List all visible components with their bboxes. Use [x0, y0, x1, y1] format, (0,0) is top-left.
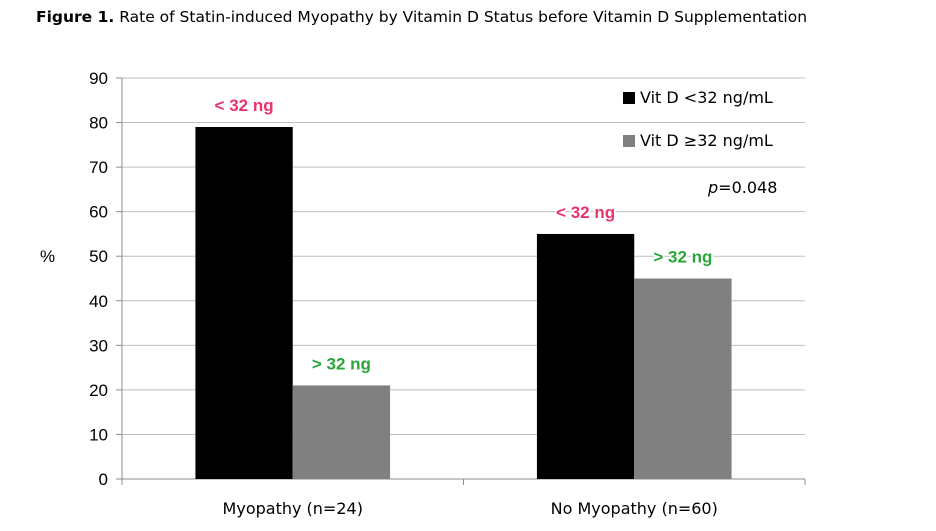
y-tick-label: 0 — [99, 470, 108, 489]
y-tick-label: 50 — [89, 247, 108, 266]
tick-labels: 0 10 20 30 40 50 60 70 80 90 Myopathy (n=24) No Myo… — [89, 69, 718, 518]
p-value-text: =0.048 — [718, 178, 777, 197]
bars — [195, 127, 732, 479]
x-category-label: No Myopathy (n=60) — [551, 499, 718, 518]
bar-annotations: < 32 ng > 32 ng < 32 ng > 32 ng — [213, 94, 714, 375]
bar-annotation: > 32 ng — [312, 354, 371, 373]
figure-label: Figure 1. — [36, 8, 115, 26]
y-tick-label: 40 — [89, 292, 108, 311]
legend-swatch — [623, 92, 635, 104]
chart-title: Figure 1. Rate of Statin-induced Myopath… — [36, 8, 916, 26]
bar — [292, 385, 391, 479]
x-category-label: Myopathy (n=24) — [223, 499, 363, 518]
y-tick-label: 20 — [89, 381, 108, 400]
figure-title-text: Rate of Statin-induced Myopathy by Vitam… — [119, 8, 808, 26]
legend-swatch — [623, 135, 635, 147]
bar-annotation: < 32 ng — [215, 96, 274, 115]
bar-annotation: > 32 ng — [653, 248, 712, 267]
legend-label: Vit D ≥32 ng/mL — [640, 131, 773, 150]
y-tick-label: 90 — [89, 69, 108, 88]
p-value-symbol: p — [707, 178, 718, 197]
y-axis-label: % — [40, 247, 55, 266]
legend-label: Vit D <32 ng/mL — [640, 88, 773, 107]
bar — [536, 233, 635, 479]
y-tick-label: 30 — [89, 336, 108, 355]
y-tick-label: 70 — [89, 158, 108, 177]
p-value-annotation: p=0.048 — [707, 178, 777, 197]
y-tick-label: 10 — [89, 425, 108, 444]
y-tick-label: 60 — [89, 203, 108, 222]
bar — [195, 127, 293, 479]
y-tick-label: 80 — [89, 114, 108, 133]
bar — [634, 278, 732, 479]
legend: Vit D <32 ng/mL Vit D ≥32 ng/mL — [623, 88, 773, 150]
bar-annotation: < 32 ng — [556, 203, 615, 222]
